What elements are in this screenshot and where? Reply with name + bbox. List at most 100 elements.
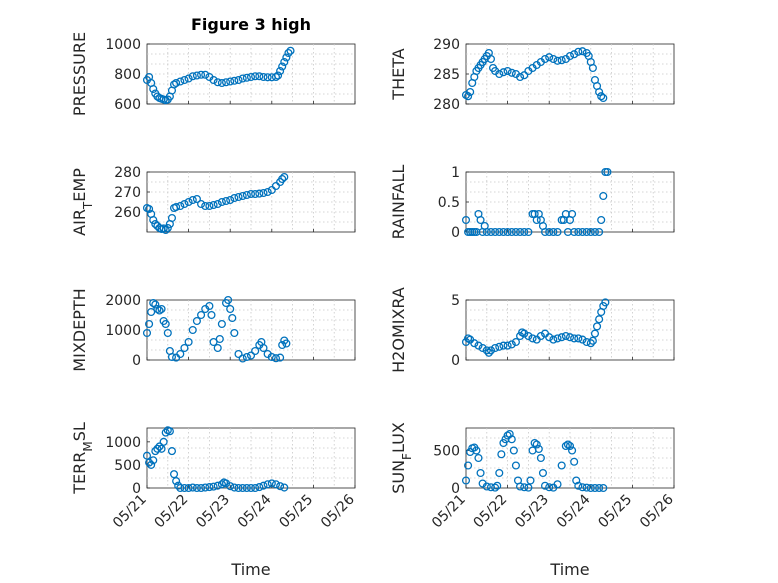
data-point [213,199,222,209]
data-point [588,336,597,345]
y-axis-label: H2OMIXRA [389,287,408,373]
data-point [507,340,516,349]
data-point [205,483,214,492]
data-point [590,227,600,237]
data-point [159,224,168,233]
data-point [482,346,491,355]
data-point [172,477,181,486]
data-point [495,468,504,478]
data-point [246,72,256,82]
data-point [197,483,206,493]
y-tick-label: 280 [114,165,141,181]
y-tick-label: 1000 [105,435,141,451]
data-point [157,444,166,453]
y-axis-label: SUNFLUX [389,422,414,494]
data-point [565,51,575,61]
data-point [161,428,170,437]
data-point [578,335,587,344]
data-point [255,72,264,81]
data-point [226,77,235,86]
data-point [142,328,152,338]
data-point [205,201,214,211]
data-point [263,73,272,82]
data-point [597,215,606,225]
data-point [486,346,496,355]
data-point [568,209,577,219]
data-point [553,480,562,489]
data-point [149,84,158,94]
data-point [246,351,256,360]
data-point [234,349,243,359]
data-point [503,341,512,350]
data-point [259,481,268,490]
data-point [184,74,193,83]
subplot-4: 0 0.5 1 RAINFALL [389,165,675,241]
data-point [553,334,562,343]
y-tick-label: 1000 [105,323,141,339]
data-point [188,72,197,81]
data-point [215,334,224,344]
data-point [263,480,272,489]
data-point [163,328,172,338]
data-point [557,461,566,470]
data-point [142,451,152,460]
data-point [230,193,239,203]
data-point [582,227,591,237]
subplot-1: 600 800 1000 PRESSURE [70,32,356,116]
data-point [169,470,179,479]
data-point [149,456,158,465]
data-point [242,352,251,362]
data-point [474,341,483,350]
data-point [213,481,222,490]
data-point [184,483,193,493]
data-point [540,481,550,490]
data-point [497,450,506,459]
data-point [540,54,550,64]
data-point [230,483,239,492]
data-point [507,435,516,444]
y-axis-label: AIRTEMP [70,168,95,236]
data-point [213,343,222,353]
y-axis-label: MIXDEPTH [70,288,89,371]
data-point [499,227,508,237]
data-point [226,195,235,205]
data-point [226,304,235,314]
y-tick-label: 280 [433,97,460,113]
data-point [582,483,591,492]
data-point [184,197,193,207]
data-point [234,75,243,85]
y-tick-label: 0 [132,481,141,497]
data-point [520,483,529,492]
subplot-6: 0 5 H2OMIXRA [389,287,675,373]
data-point [267,479,276,488]
y-axis-label: RAINFALL [389,165,408,240]
data-point [209,482,218,491]
data-point [238,354,247,363]
data-point [284,48,293,58]
data-point [461,215,471,225]
data-point [568,446,577,455]
data-point [578,483,587,492]
chart-title: Figure 3 high [191,15,311,34]
data-point [511,227,520,237]
data-point [570,227,579,237]
data-point [151,219,160,229]
data-point [503,66,512,76]
data-point [601,298,610,307]
y-tick-label: 285 [433,67,460,83]
data-point [192,194,201,204]
data-point [149,298,158,308]
data-point [565,333,575,342]
data-point [530,438,539,448]
data-point [499,68,508,77]
data-point [224,295,233,305]
data-point [172,202,181,212]
data-point [520,227,529,237]
data-point [549,227,558,237]
y-tick-label: 1 [451,165,460,181]
data-point [153,444,162,453]
data-point [259,72,268,82]
data-point [209,200,218,210]
data-point [540,227,550,237]
y-tick-label: 800 [114,67,141,83]
